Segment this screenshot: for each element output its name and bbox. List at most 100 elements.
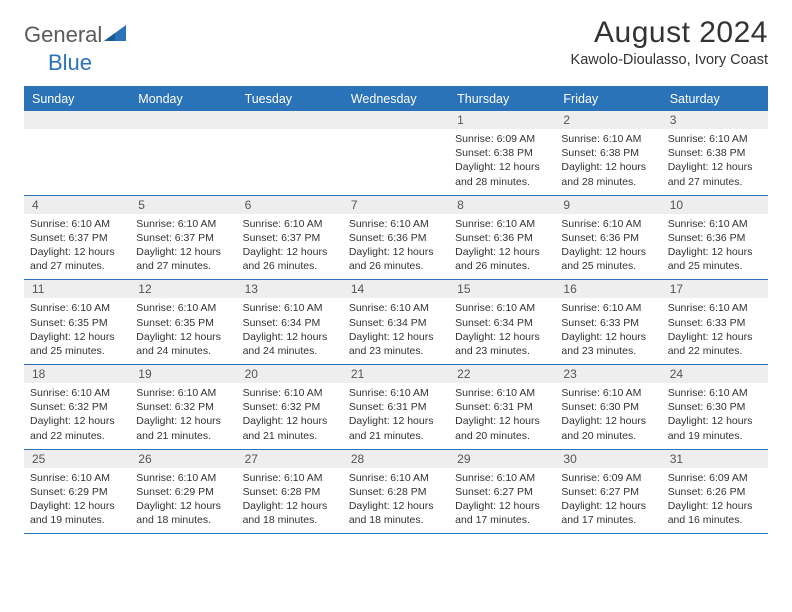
info-line: Daylight: 12 hours bbox=[349, 330, 443, 344]
day-info: Sunrise: 6:10 AMSunset: 6:36 PMDaylight:… bbox=[349, 217, 443, 274]
info-line: Sunrise: 6:10 AM bbox=[349, 386, 443, 400]
day-number: 31 bbox=[662, 450, 768, 468]
day-cell: 30Sunrise: 6:09 AMSunset: 6:27 PMDayligh… bbox=[555, 450, 661, 534]
info-line: Daylight: 12 hours bbox=[30, 245, 124, 259]
info-line: Sunset: 6:32 PM bbox=[30, 400, 124, 414]
day-info: Sunrise: 6:10 AMSunset: 6:28 PMDaylight:… bbox=[243, 471, 337, 528]
info-line: Sunset: 6:28 PM bbox=[349, 485, 443, 499]
info-line: Sunset: 6:36 PM bbox=[561, 231, 655, 245]
day-cell: 21Sunrise: 6:10 AMSunset: 6:31 PMDayligh… bbox=[343, 365, 449, 449]
info-line: Sunset: 6:29 PM bbox=[30, 485, 124, 499]
info-line: Daylight: 12 hours bbox=[561, 245, 655, 259]
info-line: Sunset: 6:26 PM bbox=[668, 485, 762, 499]
info-line: Sunrise: 6:10 AM bbox=[243, 471, 337, 485]
logo-text-part1: General bbox=[24, 22, 102, 48]
info-line: Sunrise: 6:10 AM bbox=[561, 386, 655, 400]
info-line: Sunrise: 6:10 AM bbox=[243, 301, 337, 315]
day-info: Sunrise: 6:09 AMSunset: 6:38 PMDaylight:… bbox=[455, 132, 549, 189]
info-line: and 24 minutes. bbox=[136, 344, 230, 358]
info-line: Sunset: 6:36 PM bbox=[455, 231, 549, 245]
day-cell: 20Sunrise: 6:10 AMSunset: 6:32 PMDayligh… bbox=[237, 365, 343, 449]
day-number: . bbox=[130, 111, 236, 129]
day-cell: . bbox=[130, 111, 236, 195]
info-line: Daylight: 12 hours bbox=[349, 499, 443, 513]
info-line: Sunrise: 6:10 AM bbox=[668, 301, 762, 315]
day-header: Thursday bbox=[449, 88, 555, 111]
info-line: and 28 minutes. bbox=[455, 175, 549, 189]
day-info: Sunrise: 6:10 AMSunset: 6:27 PMDaylight:… bbox=[455, 471, 549, 528]
info-line: Sunrise: 6:10 AM bbox=[561, 132, 655, 146]
day-number: 28 bbox=[343, 450, 449, 468]
day-number: 13 bbox=[237, 280, 343, 298]
day-cell: . bbox=[237, 111, 343, 195]
info-line: Sunrise: 6:10 AM bbox=[30, 386, 124, 400]
day-cell: 19 Sunrise: 6:10 AMSunset: 6:32 PMDayligh… bbox=[130, 365, 236, 449]
info-line: Daylight: 12 hours bbox=[136, 330, 230, 344]
info-line: Daylight: 12 hours bbox=[455, 245, 549, 259]
day-info: Sunrise: 6:10 AMSunset: 6:32 PMDaylight:… bbox=[136, 386, 230, 443]
day-header-row: SundayMondayTuesdayWednesdayThursdayFrid… bbox=[24, 88, 768, 111]
info-line: Sunset: 6:35 PM bbox=[136, 316, 230, 330]
info-line: and 18 minutes. bbox=[349, 513, 443, 527]
info-line: and 27 minutes. bbox=[136, 259, 230, 273]
logo: General bbox=[24, 22, 126, 48]
day-header: Saturday bbox=[662, 88, 768, 111]
day-info: Sunrise: 6:10 AMSunset: 6:36 PMDaylight:… bbox=[561, 217, 655, 274]
day-number: 19 bbox=[130, 365, 236, 383]
info-line: Sunset: 6:38 PM bbox=[668, 146, 762, 160]
info-line: Daylight: 12 hours bbox=[561, 330, 655, 344]
info-line: and 27 minutes. bbox=[668, 175, 762, 189]
info-line: Daylight: 12 hours bbox=[243, 330, 337, 344]
info-line: Sunset: 6:33 PM bbox=[561, 316, 655, 330]
info-line: Daylight: 12 hours bbox=[30, 499, 124, 513]
info-line: Sunrise: 6:10 AM bbox=[455, 217, 549, 231]
info-line: Sunset: 6:34 PM bbox=[455, 316, 549, 330]
info-line: Sunset: 6:34 PM bbox=[243, 316, 337, 330]
day-number: 6 bbox=[237, 196, 343, 214]
info-line: and 21 minutes. bbox=[243, 429, 337, 443]
day-number: 1 bbox=[449, 111, 555, 129]
day-cell: 5Sunrise: 6:10 AMSunset: 6:37 PMDaylight… bbox=[130, 196, 236, 280]
logo-triangle-icon bbox=[104, 23, 126, 48]
day-cell: 10Sunrise: 6:10 AMSunset: 6:36 PMDayligh… bbox=[662, 196, 768, 280]
info-line: Daylight: 12 hours bbox=[561, 160, 655, 174]
info-line: Daylight: 12 hours bbox=[561, 414, 655, 428]
info-line: Sunset: 6:28 PM bbox=[243, 485, 337, 499]
week-row: 25Sunrise: 6:10 AMSunset: 6:29 PMDayligh… bbox=[24, 450, 768, 535]
info-line: Sunrise: 6:10 AM bbox=[349, 301, 443, 315]
day-cell: 22Sunrise: 6:10 AMSunset: 6:31 PMDayligh… bbox=[449, 365, 555, 449]
day-cell: 1 Sunrise: 6:09 AMSunset: 6:38 PMDaylight… bbox=[449, 111, 555, 195]
info-line: and 21 minutes. bbox=[136, 429, 230, 443]
day-number: 24 bbox=[662, 365, 768, 383]
day-number: 10 bbox=[662, 196, 768, 214]
info-line: Daylight: 12 hours bbox=[136, 499, 230, 513]
info-line: Sunrise: 6:09 AM bbox=[668, 471, 762, 485]
info-line: Sunrise: 6:10 AM bbox=[30, 301, 124, 315]
info-line: Sunrise: 6:10 AM bbox=[136, 386, 230, 400]
day-number: 8 bbox=[449, 196, 555, 214]
day-number: 3 bbox=[662, 111, 768, 129]
day-header: Wednesday bbox=[343, 88, 449, 111]
day-number: 30 bbox=[555, 450, 661, 468]
day-info: Sunrise: 6:10 AMSunset: 6:32 PMDaylight:… bbox=[30, 386, 124, 443]
info-line: Sunset: 6:34 PM bbox=[349, 316, 443, 330]
info-line: Sunrise: 6:10 AM bbox=[561, 217, 655, 231]
info-line: and 22 minutes. bbox=[668, 344, 762, 358]
day-cell: 7Sunrise: 6:10 AMSunset: 6:36 PMDaylight… bbox=[343, 196, 449, 280]
info-line: and 25 minutes. bbox=[668, 259, 762, 273]
info-line: and 16 minutes. bbox=[668, 513, 762, 527]
info-line: Sunset: 6:27 PM bbox=[561, 485, 655, 499]
day-cell: 27Sunrise: 6:10 AMSunset: 6:28 PMDayligh… bbox=[237, 450, 343, 534]
day-number: 11 bbox=[24, 280, 130, 298]
info-line: Sunrise: 6:09 AM bbox=[455, 132, 549, 146]
info-line: and 20 minutes. bbox=[561, 429, 655, 443]
day-info: Sunrise: 6:10 AMSunset: 6:31 PMDaylight:… bbox=[349, 386, 443, 443]
info-line: Daylight: 12 hours bbox=[243, 245, 337, 259]
logo-text-part2: Blue bbox=[48, 50, 92, 75]
day-number: . bbox=[343, 111, 449, 129]
day-info: Sunrise: 6:10 AMSunset: 6:35 PMDaylight:… bbox=[136, 301, 230, 358]
info-line: Daylight: 12 hours bbox=[668, 499, 762, 513]
day-info: Sunrise: 6:10 AMSunset: 6:30 PMDaylight:… bbox=[668, 386, 762, 443]
day-number: 5 bbox=[130, 196, 236, 214]
info-line: Sunset: 6:37 PM bbox=[30, 231, 124, 245]
